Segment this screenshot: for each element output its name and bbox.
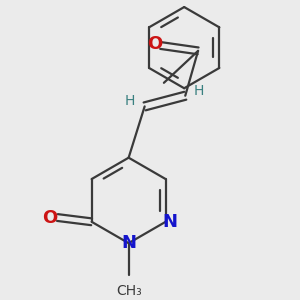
Text: H: H bbox=[124, 94, 135, 108]
Text: H: H bbox=[194, 85, 204, 98]
Text: N: N bbox=[121, 234, 136, 252]
Text: O: O bbox=[42, 208, 58, 226]
Text: N: N bbox=[162, 213, 177, 231]
Text: CH₃: CH₃ bbox=[116, 284, 142, 298]
Text: O: O bbox=[147, 35, 162, 53]
